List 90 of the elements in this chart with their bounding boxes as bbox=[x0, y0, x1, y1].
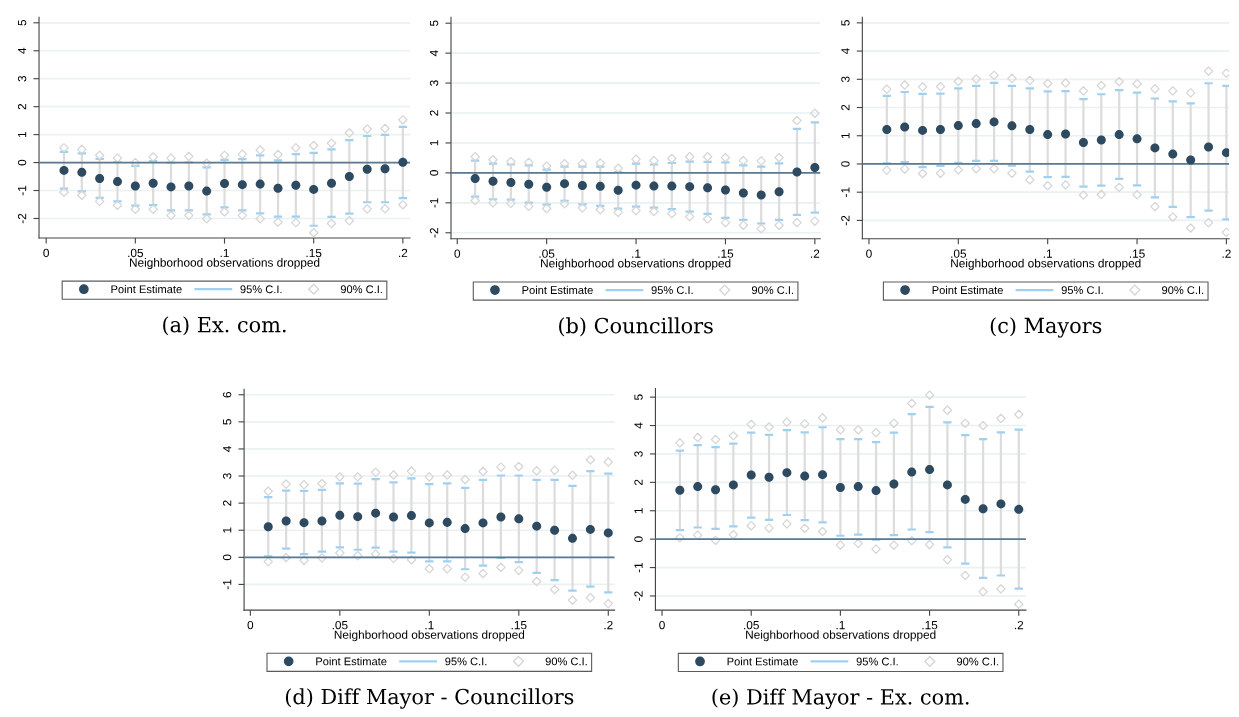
x-tick-label: 0 bbox=[866, 249, 872, 258]
x-tick-label: .2 bbox=[399, 248, 408, 258]
text: (d) Diff Mayor - Councillors bbox=[285, 688, 574, 709]
y-tick-label: 0 bbox=[222, 554, 232, 561]
y-tick-label: 0 bbox=[429, 170, 439, 176]
y-tick-label: 1 bbox=[634, 508, 643, 514]
legend-label: Point Estimate bbox=[522, 285, 593, 295]
legend-label: 90% C.I. bbox=[340, 285, 382, 294]
x-axis-title: Neighborhood observations dropped bbox=[951, 258, 1141, 270]
y-tick-label: 4 bbox=[841, 48, 850, 55]
y-tick-label: -1 bbox=[430, 198, 439, 208]
y-tick-label: 1 bbox=[430, 140, 439, 146]
x-tick-label: .15 bbox=[306, 248, 322, 258]
legend-label: Point Estimate bbox=[316, 657, 387, 666]
x-axis-title: Neighborhood observations dropped bbox=[129, 258, 320, 270]
x-tick-label: .05 bbox=[951, 249, 967, 258]
y-tick-label: 4 bbox=[223, 446, 232, 452]
y-tick-label: -1 bbox=[223, 579, 232, 590]
legend-label: Point Estimate bbox=[932, 285, 1003, 295]
text: 95% C.I. bbox=[445, 657, 487, 666]
x-tick-label: .15 bbox=[511, 621, 527, 630]
x-tick-label: .15 bbox=[922, 621, 938, 630]
x-axis-title: Neighborhood observations dropped bbox=[541, 258, 731, 270]
text: (a) Ex. com. bbox=[163, 316, 286, 336]
y-tick-label: 2 bbox=[429, 110, 439, 116]
x-axis-title: Neighborhood observations dropped bbox=[334, 630, 525, 642]
x-tick-label: .05 bbox=[744, 620, 759, 630]
y-tick-label: 5 bbox=[634, 394, 643, 400]
text: (e) Diff Mayor - Ex. com. bbox=[712, 688, 969, 710]
y-tick-label: 5 bbox=[841, 20, 850, 26]
text: (b) Councillors bbox=[559, 317, 713, 337]
y-tick-label: 0 bbox=[841, 161, 850, 167]
legend-label: Point Estimate bbox=[111, 285, 182, 294]
x-tick-label: .2 bbox=[1014, 620, 1024, 630]
y-tick-label: -2 bbox=[17, 213, 27, 224]
x-tick-label: .1 bbox=[220, 248, 229, 258]
y-tick-label: 2 bbox=[841, 104, 850, 111]
x-tick-label: 0 bbox=[454, 249, 461, 258]
legend-label: 90% C.I. bbox=[957, 657, 999, 666]
x-tick-label: 0 bbox=[659, 620, 665, 630]
x-tick-label: .2 bbox=[1222, 249, 1231, 258]
y-tick-label: 3 bbox=[429, 80, 439, 86]
y-tick-label: -1 bbox=[634, 562, 643, 573]
y-tick-label: -1 bbox=[841, 187, 850, 197]
y-tick-label: 3 bbox=[17, 75, 27, 82]
y-tick-label: -2 bbox=[841, 215, 850, 226]
x-tick-label: .15 bbox=[1129, 249, 1145, 258]
x-tick-label: 0 bbox=[43, 248, 49, 258]
text: 95% C.I. bbox=[1061, 286, 1103, 295]
y-tick-label: 3 bbox=[841, 76, 850, 83]
y-tick-label: 5 bbox=[223, 419, 232, 425]
x-axis-title: Neighborhood observations dropped bbox=[746, 630, 936, 642]
y-tick-label: 2 bbox=[634, 479, 643, 486]
y-tick-label: 3 bbox=[634, 451, 643, 457]
x-tick-label: .05 bbox=[539, 249, 555, 258]
y-tick-label: 6 bbox=[222, 391, 232, 398]
x-tick-label: .1 bbox=[836, 621, 845, 630]
y-tick-label: 0 bbox=[634, 536, 643, 542]
y-tick-label: 1 bbox=[18, 131, 27, 137]
y-tick-label: 4 bbox=[430, 50, 439, 57]
legend-label: Point Estimate bbox=[727, 657, 798, 666]
y-tick-label: -1 bbox=[18, 185, 27, 196]
text: 95% C.I. bbox=[651, 286, 693, 295]
x-tick-label: .1 bbox=[1043, 249, 1053, 258]
text: 95% C.I. bbox=[240, 285, 282, 294]
x-tick-label: .2 bbox=[811, 249, 820, 258]
legend-label: 90% C.I. bbox=[1162, 286, 1204, 295]
x-tick-label: .2 bbox=[604, 620, 613, 630]
y-tick-label: 5 bbox=[430, 20, 439, 27]
x-tick-label: .05 bbox=[332, 620, 348, 630]
y-tick-label: 4 bbox=[634, 422, 643, 429]
text: (c) Mayors bbox=[990, 317, 1102, 338]
y-tick-label: 5 bbox=[18, 20, 27, 26]
text: 95% C.I. bbox=[856, 657, 898, 666]
y-tick-label: 2 bbox=[17, 103, 27, 110]
legend-label: 90% C.I. bbox=[751, 286, 794, 295]
y-tick-label: 2 bbox=[222, 500, 232, 506]
y-tick-label: 3 bbox=[222, 473, 232, 479]
y-tick-label: -2 bbox=[634, 591, 643, 601]
y-tick-label: 1 bbox=[223, 527, 232, 533]
x-tick-label: .15 bbox=[718, 249, 734, 258]
y-tick-label: 1 bbox=[841, 133, 850, 139]
y-tick-label: 0 bbox=[17, 159, 27, 166]
x-tick-label: .05 bbox=[128, 248, 144, 258]
y-tick-label: 4 bbox=[18, 47, 27, 54]
x-tick-label: 0 bbox=[247, 620, 254, 630]
legend-label: 90% C.I. bbox=[545, 657, 587, 666]
y-tick-label: -2 bbox=[429, 228, 439, 238]
x-tick-label: .1 bbox=[632, 249, 641, 258]
x-tick-label: .1 bbox=[425, 621, 434, 630]
